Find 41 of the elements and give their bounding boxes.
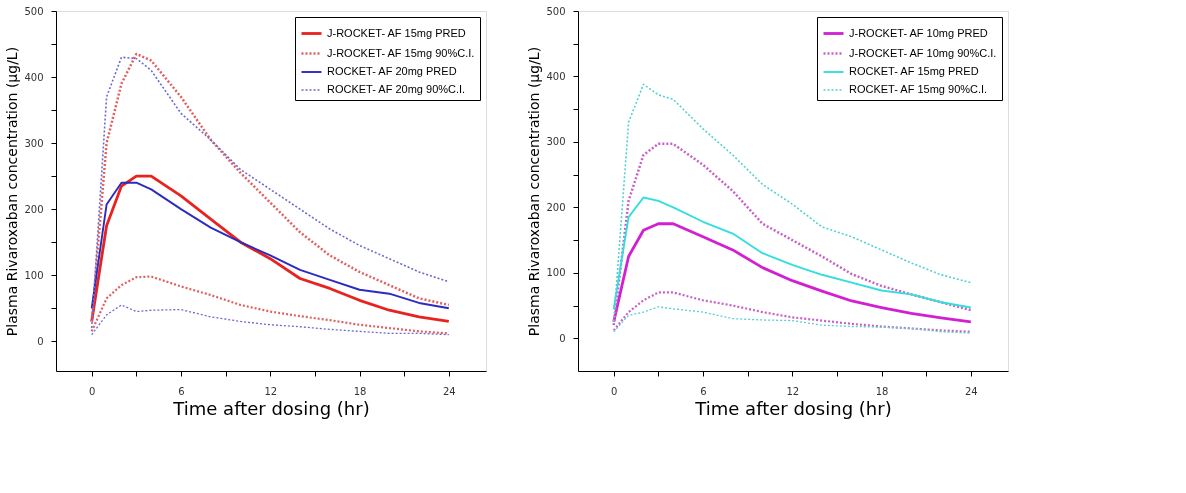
x-tick-label: 12	[264, 385, 278, 397]
x-tick-label: 18	[875, 385, 889, 397]
y-tick-label: 0	[37, 335, 44, 347]
x-tick-label: 6	[700, 385, 707, 397]
legend-label: J-ROCKET- AF 15mg 90%C.I.	[327, 46, 475, 59]
line-series	[91, 304, 450, 336]
y-tick-label: 400	[24, 71, 44, 83]
y-tick-label: 200	[546, 201, 566, 213]
y-axis-title: Plasma Rivaroxaban concentration (µg/L)	[4, 46, 21, 337]
x-tick-label: 24	[442, 385, 456, 397]
y-tick-label: 500	[546, 5, 566, 17]
x-axis-title: Time after dosing (hr)	[694, 397, 892, 419]
legend-label: ROCKET- AF 15mg PRED	[849, 65, 979, 77]
legend-label: J-ROCKET- AF 15mg PRED	[327, 26, 466, 39]
line-series	[613, 306, 972, 334]
legend-label: J-ROCKET- AF 10mg PRED	[849, 26, 988, 39]
line-series	[612, 222, 973, 324]
y-tick-label: 300	[24, 137, 44, 149]
x-tick-label: 12	[786, 385, 800, 397]
line-series	[90, 275, 450, 335]
y-tick-label: 300	[546, 136, 566, 148]
y-tick-label: 200	[24, 203, 44, 215]
y-tick-label: 400	[546, 70, 566, 82]
x-tick-label: 0	[89, 385, 96, 397]
line-series	[612, 196, 972, 310]
x-tick-label: 24	[964, 385, 978, 397]
legend-label: ROCKET- AF 20mg 90%C.I.	[327, 83, 466, 95]
y-tick-label: 500	[24, 5, 44, 17]
legend-label: ROCKET- AF 20mg PRED	[327, 65, 457, 77]
y-axis-title: Plasma Rivaroxaban concentration (µg/L)	[526, 46, 543, 337]
line-series	[612, 291, 972, 333]
legend-label: ROCKET- AF 15mg 90%C.I.	[849, 83, 988, 95]
y-tick-label: 100	[546, 267, 566, 279]
x-tick-label: 6	[178, 385, 185, 397]
x-tick-label: 0	[611, 385, 618, 397]
legend-label: J-ROCKET- AF 10mg 90%C.I.	[849, 46, 997, 59]
y-tick-label: 0	[559, 332, 566, 344]
y-tick-label: 100	[24, 269, 44, 281]
x-axis-title: Time after dosing (hr)	[172, 397, 370, 419]
x-tick-label: 18	[353, 385, 367, 397]
line-series	[612, 142, 973, 327]
